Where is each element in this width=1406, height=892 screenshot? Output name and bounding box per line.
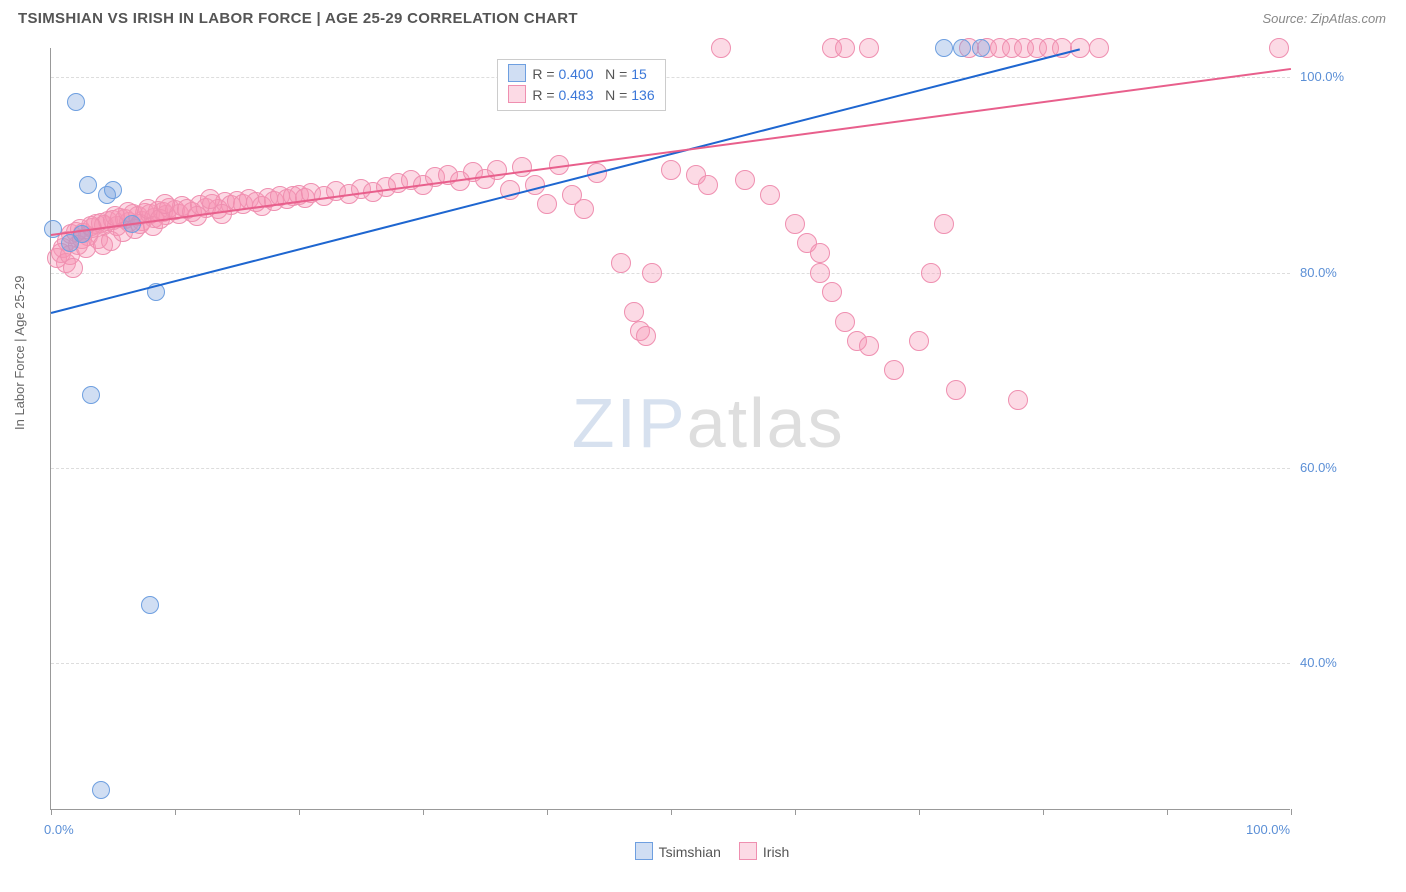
data-point xyxy=(82,386,100,404)
data-point xyxy=(859,336,879,356)
gridline xyxy=(51,273,1290,274)
x-tick xyxy=(51,809,52,815)
data-point xyxy=(537,194,557,214)
legend-swatch xyxy=(635,842,653,860)
y-axis-label: In Labor Force | Age 25-29 xyxy=(12,276,27,430)
data-point xyxy=(141,596,159,614)
legend-row: R = 0.400 N = 15 xyxy=(508,64,654,85)
data-point xyxy=(921,263,941,283)
correlation-legend: R = 0.400 N = 15R = 0.483 N = 136 xyxy=(497,59,665,111)
gridline xyxy=(51,77,1290,78)
source-attribution: Source: ZipAtlas.com xyxy=(1262,11,1386,26)
y-tick-label: 80.0% xyxy=(1300,265,1337,280)
data-point xyxy=(735,170,755,190)
x-tick xyxy=(175,809,176,815)
legend-row: R = 0.483 N = 136 xyxy=(508,85,654,106)
data-point xyxy=(884,360,904,380)
x-tick xyxy=(1167,809,1168,815)
data-point xyxy=(611,253,631,273)
legend-label: Irish xyxy=(763,844,789,860)
legend-swatch xyxy=(739,842,757,860)
data-point xyxy=(785,214,805,234)
gridline xyxy=(51,663,1290,664)
gridline xyxy=(51,468,1290,469)
data-point xyxy=(1008,390,1028,410)
data-point xyxy=(946,380,966,400)
data-point xyxy=(512,157,532,177)
data-point xyxy=(1269,38,1289,58)
data-point xyxy=(760,185,780,205)
data-point xyxy=(835,38,855,58)
title-bar: TSIMSHIAN VS IRISH IN LABOR FORCE | AGE … xyxy=(0,0,1406,33)
watermark: ZIPatlas xyxy=(572,383,845,463)
x-tick xyxy=(299,809,300,815)
x-tick xyxy=(1043,809,1044,815)
data-point xyxy=(67,93,85,111)
y-tick-label: 100.0% xyxy=(1300,69,1344,84)
chart-title: TSIMSHIAN VS IRISH IN LABOR FORCE | AGE … xyxy=(18,10,578,27)
data-point xyxy=(934,214,954,234)
x-tick-label: 0.0% xyxy=(44,822,74,837)
data-point xyxy=(810,263,830,283)
x-tick xyxy=(671,809,672,815)
data-point xyxy=(822,282,842,302)
data-point xyxy=(1089,38,1109,58)
y-tick-label: 60.0% xyxy=(1300,460,1337,475)
data-point xyxy=(972,39,990,57)
x-tick xyxy=(1291,809,1292,815)
data-point xyxy=(698,175,718,195)
data-point xyxy=(935,39,953,57)
x-tick-label: 100.0% xyxy=(1246,822,1290,837)
trend-line xyxy=(51,68,1291,236)
x-tick xyxy=(795,809,796,815)
data-point xyxy=(835,312,855,332)
data-point xyxy=(810,243,830,263)
data-point xyxy=(212,204,232,224)
data-point xyxy=(73,225,91,243)
data-point xyxy=(642,263,662,283)
legend-bottom: Tsimshian Irish xyxy=(0,842,1406,860)
data-point xyxy=(711,38,731,58)
data-point xyxy=(636,326,656,346)
data-point xyxy=(624,302,644,322)
chart-container: ZIPatlas R = 0.400 N = 15R = 0.483 N = 13… xyxy=(50,48,1330,810)
data-point xyxy=(574,199,594,219)
x-tick xyxy=(423,809,424,815)
plot-area: ZIPatlas R = 0.400 N = 15R = 0.483 N = 13… xyxy=(50,48,1290,810)
data-point xyxy=(63,258,83,278)
legend-label: Tsimshian xyxy=(659,844,721,860)
data-point xyxy=(661,160,681,180)
data-point xyxy=(92,781,110,799)
data-point xyxy=(1070,38,1090,58)
x-tick xyxy=(919,809,920,815)
x-tick xyxy=(547,809,548,815)
data-point xyxy=(104,181,122,199)
y-tick-label: 40.0% xyxy=(1300,655,1337,670)
data-point xyxy=(79,176,97,194)
data-point xyxy=(909,331,929,351)
data-point xyxy=(859,38,879,58)
